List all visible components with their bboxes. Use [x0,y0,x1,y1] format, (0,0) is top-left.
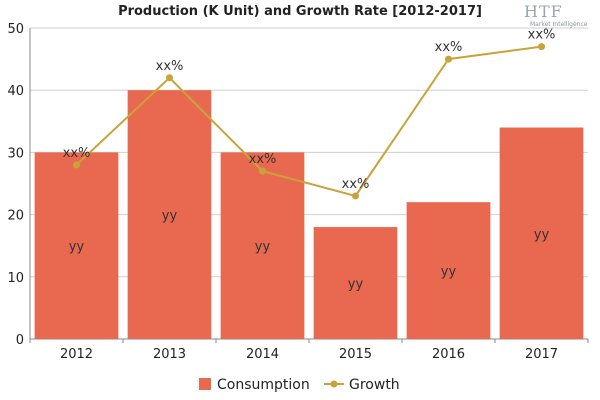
growth-point [166,74,173,82]
legend-label-consumption: Consumption [217,377,310,393]
y-tick-label: 10 [7,271,24,286]
growth-point [445,55,452,63]
htf-logo: HTF Market Intelligence [516,2,588,32]
bar [127,90,212,339]
bar [34,152,119,339]
x-tick-label: 2016 [432,347,465,362]
legend-label-growth: Growth [349,377,400,393]
y-tick-label: 30 [7,146,24,161]
growth-data-label: xx% [528,28,556,43]
x-tick-label: 2014 [246,347,279,362]
y-tick-label: 20 [7,209,24,224]
growth-data-label: xx% [156,59,184,74]
bar-data-label: yy [441,265,457,280]
bar-data-label: yy [255,240,271,255]
growth-data-label: xx% [435,40,463,55]
chart-title: Production (K Unit) and Growth Rate [201… [118,4,482,19]
y-tick-label: 50 [7,22,24,37]
bar [220,152,305,339]
growth-line [75,45,542,198]
growth-data-label: xx% [63,146,91,161]
growth-data-label: xx% [249,152,277,167]
logo-subtext: Market Intelligence [530,21,588,28]
bar [313,227,398,339]
y-tick-label: 40 [7,84,24,99]
y-tick-label: 0 [16,333,24,348]
legend-swatch-consumption [199,378,211,390]
bar-data-label: yy [534,227,550,242]
growth-point [259,167,266,175]
legend-marker-growth [330,380,338,388]
growth-point [352,192,359,200]
x-tick-label: 2012 [60,347,93,362]
bar-data-label: yy [348,277,364,292]
growth-data-label: xx% [342,177,370,192]
bar [406,202,491,339]
growth-point [73,161,80,169]
x-tick-label: 2017 [525,347,558,362]
growth-point [538,43,545,51]
bar-data-label: yy [162,209,178,224]
logo-text: HTF [524,2,563,21]
bar [499,127,584,340]
x-tick-label: 2013 [153,347,186,362]
bar-data-label: yy [69,240,85,255]
x-tick-label: 2015 [339,347,372,362]
